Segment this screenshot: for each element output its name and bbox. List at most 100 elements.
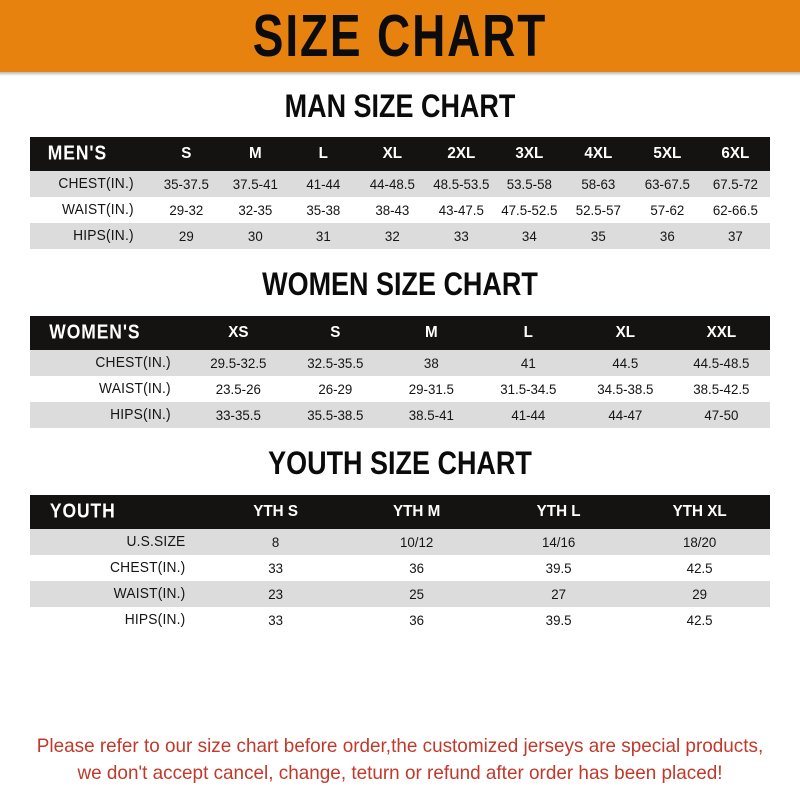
men-cell: 38-43 xyxy=(375,202,410,218)
women-cell: 35.5-38.5 xyxy=(306,407,364,423)
women-cell: 47-50 xyxy=(704,407,739,423)
men-size-header: 3XL xyxy=(515,145,544,162)
men-row-label: HIPS(IN.) xyxy=(73,228,134,244)
women-cell: 44-47 xyxy=(607,407,642,423)
youth-section-title: YOUTH SIZE CHART xyxy=(268,446,532,482)
women-cell: 38.5-41 xyxy=(409,407,455,423)
youth-row-label: HIPS(IN.) xyxy=(124,612,186,628)
women-table-row: CHEST(IN.) 29.5-32.5 32.5-35.5 38 41 44.5 44.5… xyxy=(30,350,770,376)
youth-size-header: YTH L xyxy=(536,503,581,520)
women-table-head: WOMEN'S XS S M L XL XXL xyxy=(30,316,770,350)
men-cell: 30 xyxy=(247,228,263,244)
women-cell: 44.5-48.5 xyxy=(693,355,750,371)
women-row-label: CHEST(IN.) xyxy=(95,355,171,371)
men-cell: 53.5-58 xyxy=(507,176,553,192)
men-cell: 63-67.5 xyxy=(644,176,690,192)
youth-cell: 39.5 xyxy=(545,612,572,628)
men-row-label: CHEST(IN.) xyxy=(58,176,134,192)
men-cell: 36 xyxy=(659,228,675,244)
women-table-row: HIPS(IN.) 33-35.5 35.5-38.5 38.5-41 41-44 44-… xyxy=(30,402,770,428)
men-table-row: HIPS(IN.) 29 30 31 32 33 34 35 36 37 xyxy=(30,223,770,249)
men-cell: 37 xyxy=(728,228,744,244)
men-cell: 58-63 xyxy=(581,176,616,192)
youth-row-label: CHEST(IN.) xyxy=(110,560,186,576)
women-row-label: HIPS(IN.) xyxy=(110,407,171,423)
men-cell: 47.5-52.5 xyxy=(501,202,558,218)
youth-size-header: YTH S xyxy=(253,503,299,520)
men-size-header: XL xyxy=(382,145,403,162)
men-table-row: WAIST(IN.) 29-32 32-35 35-38 38-43 43-47.5 47.… xyxy=(30,197,770,223)
men-cell: 62-66.5 xyxy=(713,202,759,218)
women-size-header: XL xyxy=(615,324,635,341)
men-cell: 44-48.5 xyxy=(369,176,415,192)
youth-cell: 23 xyxy=(268,586,284,602)
youth-cell: 39.5 xyxy=(545,560,572,576)
women-row-label: WAIST(IN.) xyxy=(99,381,171,397)
men-header-label: MEN'S xyxy=(47,142,108,165)
men-cell: 41-44 xyxy=(306,176,341,192)
women-cell: 32.5-35.5 xyxy=(306,355,364,371)
men-cell: 52.5-57 xyxy=(575,202,621,218)
banner-shadow xyxy=(0,72,800,76)
footer-line-2: we don't accept cancel, change, teturn o… xyxy=(77,762,723,785)
men-size-header: 2XL xyxy=(447,145,475,162)
women-cell: 38 xyxy=(424,355,440,371)
youth-cell: 18/20 xyxy=(682,534,717,550)
youth-cell: 14/16 xyxy=(541,534,575,550)
men-cell: 67.5-72 xyxy=(713,176,759,192)
women-size-header: XS xyxy=(228,324,249,341)
men-cell: 35-37.5 xyxy=(163,176,209,192)
men-section-title: MAN SIZE CHART xyxy=(284,89,516,125)
men-cell: 34 xyxy=(522,228,538,244)
women-header-row: WOMEN'S XS S M L XL XXL xyxy=(30,316,770,350)
youth-table-body: U.S.SIZE 8 10/12 14/16 18/20 CHEST(IN.) 33 36 39… xyxy=(30,529,770,633)
youth-cell: 27 xyxy=(550,586,566,602)
youth-cell: 8 xyxy=(271,534,280,550)
men-table-head: MEN'S S M L XL 2XL 3XL 4XL 5XL 6XL xyxy=(30,137,770,171)
men-cell: 37.5-41 xyxy=(232,176,278,192)
youth-table-row: U.S.SIZE 8 10/12 14/16 18/20 xyxy=(30,529,770,555)
youth-cell: 36 xyxy=(409,612,425,628)
men-header-row: MEN'S S M L XL 2XL 3XL 4XL 5XL 6XL xyxy=(30,137,770,171)
women-cell: 38.5-42.5 xyxy=(693,381,750,397)
women-cell: 41 xyxy=(520,355,536,371)
men-cell: 48.5-53.5 xyxy=(432,176,490,192)
men-cell: 35 xyxy=(590,228,606,244)
women-cell: 33-35.5 xyxy=(215,407,261,423)
youth-size-table: YOUTH YTH S YTH M YTH L YTH XL U.S.SIZE 8 10/… xyxy=(30,495,770,633)
men-size-header: M xyxy=(248,145,262,162)
youth-header-row: YOUTH YTH S YTH M YTH L YTH XL xyxy=(30,495,770,529)
women-section: WOMEN SIZE CHART WOMEN'S XS S M L XL XXL CHES… xyxy=(0,267,800,428)
youth-table-row: HIPS(IN.) 33 36 39.5 42.5 xyxy=(30,607,770,633)
women-size-header: S xyxy=(329,324,341,341)
men-size-table: MEN'S S M L XL 2XL 3XL 4XL 5XL 6XL CHEST(IN.) 35-… xyxy=(30,137,770,249)
women-cell: 34.5-38.5 xyxy=(596,381,654,397)
women-cell: 29.5-32.5 xyxy=(210,355,267,371)
footer-disclaimer: Please refer to our size chart before or… xyxy=(12,733,788,788)
youth-size-header: YTH XL xyxy=(672,503,727,520)
women-cell: 23.5-26 xyxy=(215,381,261,397)
men-table-row: CHEST(IN.) 35-37.5 37.5-41 41-44 44-48.5 48.5… xyxy=(30,171,770,197)
men-size-header: 4XL xyxy=(584,145,613,162)
men-table-body: CHEST(IN.) 35-37.5 37.5-41 41-44 44-48.5 48.5… xyxy=(30,171,770,249)
women-cell: 41-44 xyxy=(511,407,546,423)
page-banner: SIZE CHART xyxy=(0,0,800,72)
youth-size-header: YTH M xyxy=(393,503,441,520)
youth-cell: 33 xyxy=(268,612,284,628)
men-size-header: S xyxy=(181,145,192,162)
youth-row-label: U.S.SIZE xyxy=(126,534,186,550)
men-cell: 43-47.5 xyxy=(438,202,484,218)
men-cell: 35-38 xyxy=(306,202,341,218)
youth-table-row: WAIST(IN.) 23 25 27 29 xyxy=(30,581,770,607)
women-table-body: CHEST(IN.) 29.5-32.5 32.5-35.5 38 41 44.5 44.5… xyxy=(30,350,770,428)
women-cell: 26-29 xyxy=(317,381,352,397)
women-size-header: L xyxy=(523,324,533,341)
men-cell: 31 xyxy=(316,228,332,244)
men-row-label: WAIST(IN.) xyxy=(61,202,134,218)
youth-header-label: YOUTH xyxy=(49,500,116,523)
youth-cell: 36 xyxy=(409,560,425,576)
youth-cell: 42.5 xyxy=(686,612,713,628)
men-size-header: 5XL xyxy=(652,145,681,162)
women-size-header: M xyxy=(425,324,438,341)
women-section-title: WOMEN SIZE CHART xyxy=(262,267,538,303)
